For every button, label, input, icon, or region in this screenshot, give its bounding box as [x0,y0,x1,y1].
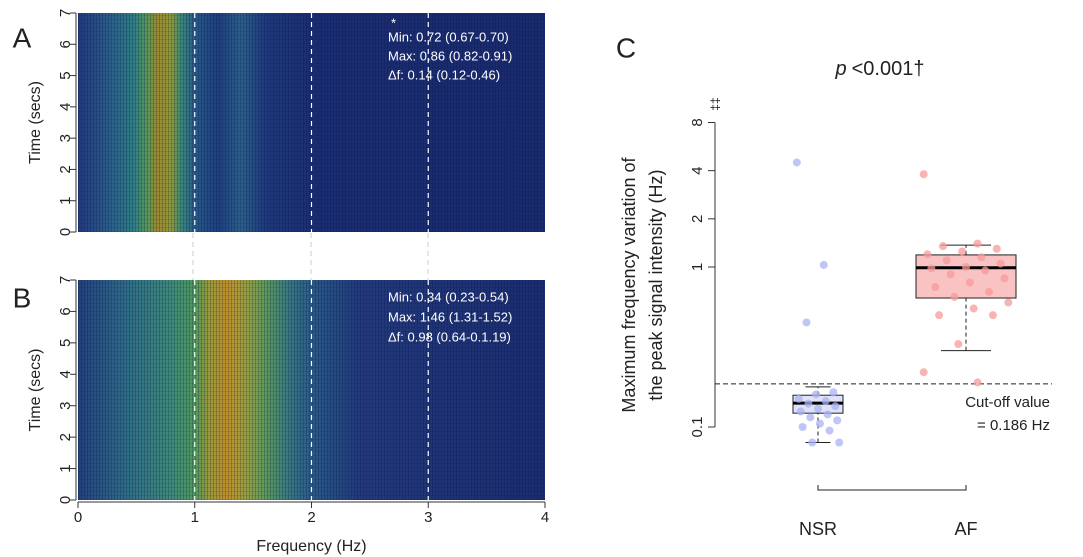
y-tick-label: 0.1 [689,417,706,438]
data-point [792,158,801,167]
data-point [829,388,838,397]
data-point [996,259,1005,268]
data-point [958,247,967,256]
y-tick-label: 4 [57,370,74,378]
data-point [919,170,928,179]
data-point [965,278,974,287]
data-point [835,438,844,447]
x-tick-label: 2 [307,509,315,526]
data-point [927,264,936,273]
annotation: Δf: 0.98 (0.64-0.1.19) [388,329,511,344]
y-tick-label: 6 [57,307,74,315]
data-point [794,394,803,403]
y-tick-label: 5 [57,339,74,347]
data-point [796,407,805,416]
annotation: Max: 0.86 (0.82-0.91) [388,48,512,63]
y-tick-label: 2 [689,215,706,223]
y-tick-label: 1 [57,197,74,205]
data-point [812,390,821,399]
data-point [819,260,828,269]
data-point [833,416,842,425]
y-tick-label: 7 [57,9,74,17]
y-tick-label: 4 [689,166,706,174]
chart-title: p <0.001† [835,58,925,80]
significance: ‡‡ [708,97,722,110]
y-tick-label: 0 [57,228,74,236]
y-tick-label: 8 [689,118,706,126]
panel-letter: A [13,22,32,53]
annotation: * [391,15,396,30]
data-point [977,253,986,262]
y-tick-label: 3 [57,134,74,142]
data-point [821,397,830,406]
x-tick-label: 0 [74,509,82,526]
annotation: Min: 0.34 (0.23-0.54) [388,289,509,304]
data-point [1000,274,1009,283]
y-tick-label: 5 [57,71,74,79]
x-tick-label: NSR [799,519,837,539]
y-axis-label: Time (secs) [27,81,44,164]
annotation: Δf: 0.14 (0.12-0.46) [388,67,500,82]
y-axis-label: Time (secs) [27,349,44,432]
x-tick-label: AF [954,519,977,539]
y-tick-label: 3 [57,402,74,410]
y-tick-label: 7 [57,276,74,284]
y-axis-label: the peak signal intensity (Hz) [646,169,666,400]
data-point [1004,298,1013,307]
data-point [808,438,817,447]
data-point [992,244,1001,253]
x-tick-label: 4 [541,509,549,526]
data-point [981,266,990,275]
data-point [823,410,832,419]
y-tick-label: 6 [57,40,74,48]
data-point [954,340,963,349]
data-point [988,311,997,320]
data-point [962,262,970,271]
title-p: p [835,58,847,80]
x-axis-label: Frequency (Hz) [256,538,366,555]
x-tick-label: 3 [424,509,432,526]
y-axis-label: Maximum frequency variation of [619,156,639,412]
cutoff-label: Cut-off value [965,394,1050,411]
data-point [815,419,824,428]
data-point [985,287,994,296]
annotation: Max: 1.46 (1.31-1.52) [388,309,512,324]
data-point [919,368,928,377]
panel-letter: B [13,282,32,313]
annotation: Min: 0.72 (0.67-0.70) [388,29,509,44]
data-point [825,426,834,435]
y-tick-label: 2 [57,433,74,441]
data-point [950,292,959,301]
data-point [973,239,982,248]
cutoff-label: = 0.186 Hz [977,417,1050,434]
x-tick-label: 1 [191,509,199,526]
data-point [798,423,807,431]
data-point [938,242,947,251]
data-point [802,318,811,327]
title-value: <0.001† [852,58,925,80]
y-tick-label: 2 [57,165,74,173]
y-tick-label: 1 [689,263,706,271]
y-tick-label: 0 [57,496,74,504]
data-point [942,256,951,265]
data-point [831,402,840,411]
data-point [806,413,815,422]
data-point [935,311,944,320]
y-tick-label: 1 [57,464,74,472]
data-point [973,378,982,387]
y-tick-label: 4 [57,103,74,111]
data-point [804,399,813,408]
data-point [814,404,822,413]
data-point [931,282,940,291]
panel-letter: C [616,32,636,63]
comparison-bracket [817,485,967,491]
data-point [969,304,978,313]
data-point [923,250,932,259]
data-point [946,270,955,279]
